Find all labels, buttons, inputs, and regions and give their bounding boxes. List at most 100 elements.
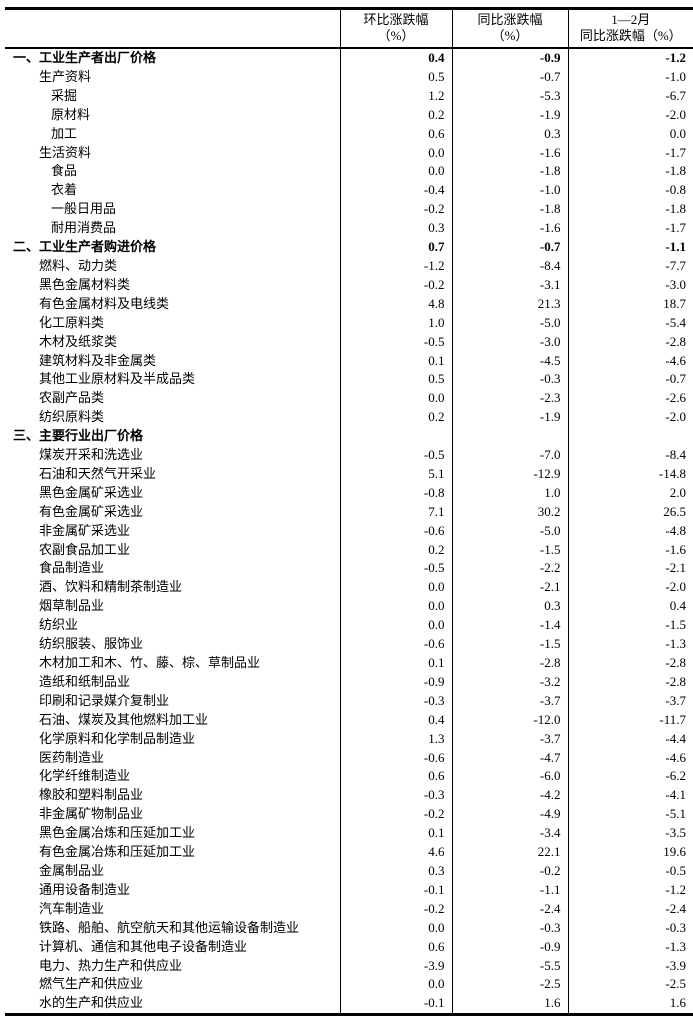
mom-value-cell: 0.7	[339, 238, 452, 257]
yoy-value-cell: -8.4	[451, 256, 568, 276]
ytd-value-cell: -2.6	[567, 389, 693, 409]
row-label: 有色金属材料及电线类	[39, 295, 170, 311]
yoy-value-cell: -2.8	[451, 654, 568, 673]
yoy-value-cell: -2.2	[451, 559, 568, 579]
mom-value-cell: 0.5	[339, 67, 452, 87]
ytd-value-cell: -1.6	[567, 540, 693, 560]
table-row: 生活资料 0.0 -1.6 -1.7	[5, 143, 693, 163]
ytd-value-cell: -11.7	[567, 710, 693, 730]
row-label: 造纸和纸制品业	[39, 673, 131, 689]
yoy-value-cell: -4.2	[451, 786, 568, 806]
row-label: 金属制品业	[39, 862, 105, 878]
table-row: 黑色金属材料类 -0.2 -3.1 -3.0	[5, 275, 693, 295]
ytd-value-cell: -2.8	[567, 654, 693, 673]
table-row: 农副产品类 0.0 -2.3 -2.6	[5, 389, 693, 409]
yoy-value-cell: 0.3	[451, 124, 568, 144]
table-row: 计算机、通信和其他电子设备制造业 0.6 -0.9 -1.3	[5, 937, 693, 957]
yoy-value-cell: -4.5	[451, 351, 568, 371]
ytd-value-cell: -2.1	[567, 559, 693, 579]
row-label: 木材及纸浆类	[39, 333, 118, 349]
yoy-value-cell	[451, 427, 568, 447]
table-row: 二、工业生产者购进价格 0.7 -0.7 -1.1	[5, 238, 693, 257]
table-row: 橡胶和塑料制品业 -0.3 -4.2 -4.1	[5, 786, 693, 806]
row-label: 计算机、通信和其他电子设备制造业	[39, 938, 248, 954]
table-row: 铁路、船舶、航空航天和其他运输设备制造业 0.0 -0.3 -0.3	[5, 918, 693, 938]
yoy-value-cell: 30.2	[451, 502, 568, 522]
table-row: 食品 0.0 -1.8 -1.8	[5, 162, 693, 182]
row-label: 有色金属矿采选业	[39, 503, 144, 519]
row-label: 黑色金属矿采选业	[39, 484, 144, 500]
yoy-value-cell: -5.3	[451, 86, 568, 106]
row-label: 农副食品加工业	[39, 541, 131, 557]
row-label: 二、工业生产者购进价格	[13, 239, 157, 255]
ytd-value-cell: -6.7	[567, 86, 693, 106]
header-yoy-change: 同比涨跌幅 （%）	[451, 8, 568, 49]
ytd-value-cell: -2.8	[567, 332, 693, 352]
mom-value-cell: 0.5	[339, 370, 452, 390]
ytd-value-cell: -5.1	[567, 805, 693, 825]
ytd-value-cell: -4.1	[567, 786, 693, 806]
ytd-value-cell: -4.8	[567, 521, 693, 541]
table-row: 黑色金属冶炼和压延加工业 0.1 -3.4 -3.5	[5, 824, 693, 844]
row-label: 通用设备制造业	[39, 881, 131, 897]
row-label: 印刷和记录媒介复制业	[39, 692, 170, 708]
yoy-value-cell: -3.1	[451, 275, 568, 295]
mom-value-cell: -0.2	[339, 899, 452, 919]
yoy-value-cell: -3.0	[451, 332, 568, 352]
row-label: 燃料、动力类	[39, 257, 118, 273]
ytd-value-cell: -1.2	[567, 880, 693, 900]
mom-value-cell: -0.2	[339, 275, 452, 295]
header-mom-change: 环比涨跌幅 （%）	[339, 8, 452, 49]
row-label: 耐用消费品	[51, 220, 117, 236]
table-row: 原材料 0.2 -1.9 -2.0	[5, 105, 693, 125]
mom-value-cell: -3.9	[339, 956, 452, 976]
table-row: 有色金属矿采选业 7.1 30.2 26.5	[5, 502, 693, 522]
mom-value-cell: 0.4	[339, 48, 452, 68]
mom-value-cell: -0.6	[339, 521, 452, 541]
header-mom-line2: （%）	[377, 28, 415, 43]
mom-value-cell: 4.6	[339, 843, 452, 862]
mom-value-cell: 0.1	[339, 351, 452, 371]
row-label: 纺织服装、服饰业	[39, 636, 144, 652]
yoy-value-cell: -7.0	[451, 446, 568, 465]
yoy-value-cell: 21.3	[451, 294, 568, 314]
header-yoy-line2: （%）	[491, 28, 529, 43]
yoy-value-cell: -1.5	[451, 540, 568, 560]
row-label: 农副产品类	[39, 390, 105, 406]
row-label: 生产资料	[39, 68, 92, 84]
yoy-value-cell: 0.3	[451, 597, 568, 617]
yoy-value-cell: -1.6	[451, 219, 568, 239]
mom-value-cell: -0.5	[339, 559, 452, 579]
ytd-value-cell: -3.0	[567, 275, 693, 295]
table-header: 环比涨跌幅 （%） 同比涨跌幅 （%） 1—2月 同比涨跌幅（%）	[5, 8, 693, 49]
row-label: 石油和天然气开采业	[39, 465, 157, 481]
table-row: 农副食品加工业 0.2 -1.5 -1.6	[5, 540, 693, 560]
yoy-value-cell: -1.8	[451, 162, 568, 182]
table-row: 一般日用品 -0.2 -1.8 -1.8	[5, 200, 693, 220]
mom-value-cell: 0.0	[339, 597, 452, 617]
table-row: 造纸和纸制品业 -0.9 -3.2 -2.8	[5, 672, 693, 692]
table-row: 燃气生产和供应业 0.0 -2.5 -2.5	[5, 975, 693, 995]
table-row: 水的生产和供应业 -0.1 1.6 1.6	[5, 994, 693, 1015]
table-row: 一、工业生产者出厂价格 0.4 -0.9 -1.2	[5, 48, 693, 68]
header-yoy-line1: 同比涨跌幅	[477, 12, 543, 27]
table-row: 耐用消费品 0.3 -1.6 -1.7	[5, 219, 693, 239]
row-label: 黑色金属冶炼和压延加工业	[39, 825, 196, 841]
row-label: 酒、饮料和精制茶制造业	[39, 579, 183, 595]
header-label-cell	[5, 8, 340, 49]
ytd-value-cell: 18.7	[567, 294, 693, 314]
yoy-value-cell: -1.5	[451, 635, 568, 654]
yoy-value-cell: -5.5	[451, 956, 568, 976]
ytd-value-cell: 2.0	[567, 483, 693, 503]
ytd-value-cell: -4.6	[567, 748, 693, 768]
mom-value-cell: 4.8	[339, 294, 452, 314]
table-row: 黑色金属矿采选业 -0.8 1.0 2.0	[5, 483, 693, 503]
ytd-value-cell: -1.3	[567, 635, 693, 654]
yoy-value-cell: -4.9	[451, 805, 568, 825]
table-row: 化学原料和化学制品制造业 1.3 -3.7 -4.4	[5, 729, 693, 749]
ytd-value-cell: -3.7	[567, 691, 693, 711]
ytd-value-cell: -1.7	[567, 143, 693, 163]
ytd-value-cell: -1.7	[567, 219, 693, 239]
ytd-value-cell: -0.3	[567, 918, 693, 938]
table-row: 电力、热力生产和供应业 -3.9 -5.5 -3.9	[5, 956, 693, 976]
